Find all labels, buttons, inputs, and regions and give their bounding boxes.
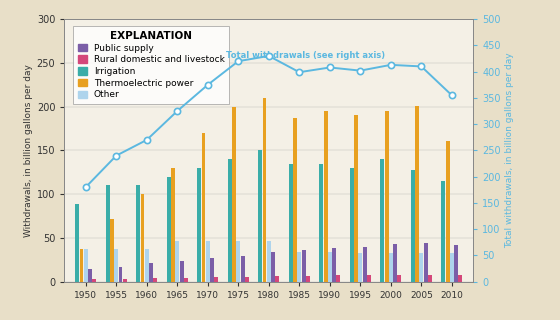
Bar [110,219,114,282]
Bar [276,276,279,282]
Bar [293,118,297,282]
Legend: Public supply, Rural domestic and livestock, Irrigation, Thermoelectric power, O: Public supply, Rural domestic and livest… [73,26,229,104]
Bar [332,248,336,282]
Bar [258,150,262,282]
Bar [415,106,419,282]
Bar [267,241,271,282]
Bar [232,107,236,282]
Bar [319,164,323,282]
Bar [141,194,144,282]
Bar [446,141,450,282]
Bar [328,252,332,282]
Bar [119,267,123,282]
Y-axis label: Total withdrawals, in billion gallons per day: Total withdrawals, in billion gallons pe… [505,52,514,248]
Bar [380,159,384,282]
Bar [180,260,184,282]
Bar [263,98,267,282]
Bar [297,252,301,282]
Bar [175,241,179,282]
Bar [92,279,96,282]
Bar [424,243,428,282]
Bar [302,250,306,282]
Bar [228,159,232,282]
Bar [454,245,458,282]
Bar [171,168,175,282]
Bar [202,133,206,282]
Bar [84,249,88,282]
Bar [153,278,157,282]
Bar [236,241,240,282]
Bar [354,116,358,282]
Bar [450,253,454,282]
Bar [214,277,218,282]
Bar [106,185,110,282]
Bar [367,276,371,282]
Bar [441,181,445,282]
Bar [398,276,402,282]
Bar [363,247,367,282]
Bar [389,253,393,282]
Bar [114,249,118,282]
Bar [428,276,432,282]
Bar [271,252,275,282]
Bar [123,279,127,282]
Bar [80,249,83,282]
Bar [459,276,463,282]
Bar [419,253,423,282]
Bar [245,277,249,282]
Bar [350,168,354,282]
Bar [411,170,415,282]
Bar [210,258,214,282]
Bar [136,185,140,282]
Bar [184,278,188,282]
Bar [88,269,92,282]
Bar [385,111,389,282]
Bar [393,244,397,282]
Bar [149,263,153,282]
Text: Total withdrawals (see right axis): Total withdrawals (see right axis) [226,51,385,60]
Bar [289,164,293,282]
Y-axis label: Withdrawals, in billion gallons per day: Withdrawals, in billion gallons per day [24,64,32,237]
Bar [241,256,245,282]
Bar [306,276,310,282]
Bar [358,253,362,282]
Bar [206,241,210,282]
Bar [145,249,149,282]
Bar [75,204,79,282]
Bar [337,276,340,282]
Bar [324,111,328,282]
Bar [167,177,171,282]
Bar [197,168,201,282]
